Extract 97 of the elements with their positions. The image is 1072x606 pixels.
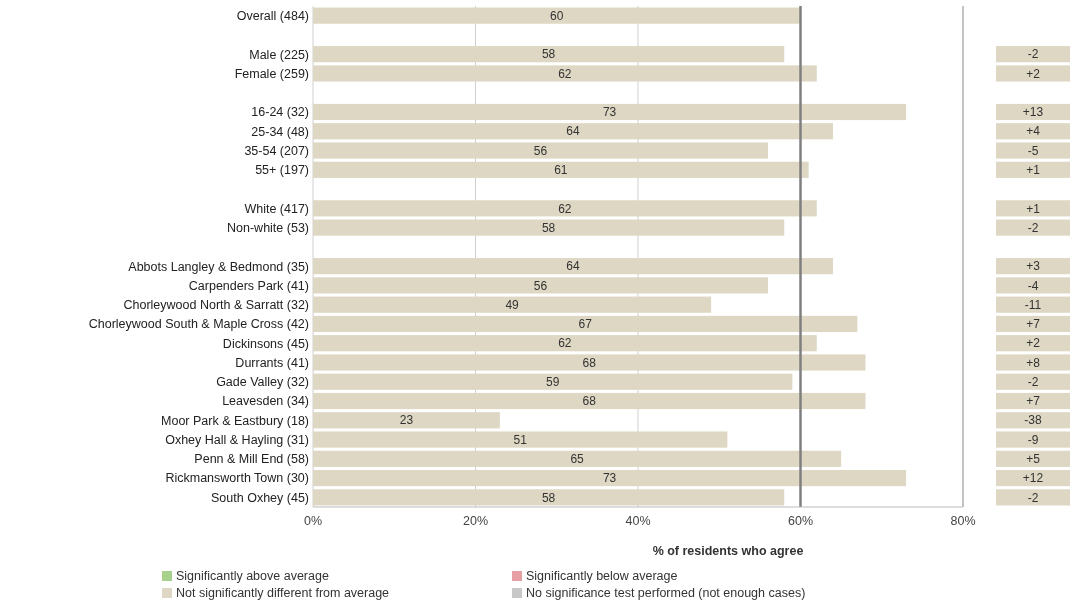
bar <box>313 103 907 121</box>
data-label: 62 <box>558 66 572 81</box>
bar <box>313 46 785 63</box>
data-label: 60 <box>550 8 564 23</box>
y-tick-label: Carpenders Park (41) <box>188 278 309 293</box>
x-tick-label: 20% <box>462 514 489 529</box>
y-tick-label: Gade Valley (32) <box>216 375 309 390</box>
y-tick-label: Moor Park & Eastbury (18) <box>161 413 309 428</box>
text: -2 <box>1027 490 1039 505</box>
y-tick-label: Overall (484) <box>236 9 309 24</box>
y-tick-label: White (417) <box>244 201 309 216</box>
bar <box>313 354 866 371</box>
y-tick-label: Male (225) <box>249 47 309 62</box>
y-tick-label: 35-54 (207) <box>244 143 309 158</box>
text: -38 <box>1024 413 1042 428</box>
y-tick-label: Durrants (41) <box>235 355 309 370</box>
bar <box>313 142 768 159</box>
data-label: 58 <box>541 490 556 505</box>
text: -2 <box>1027 220 1039 235</box>
y-tick-label: Dickinsons (45) <box>222 336 309 351</box>
legend-label: Significantly below average <box>526 569 678 584</box>
text: -9 <box>1027 432 1039 447</box>
data-label: 58 <box>541 220 556 235</box>
text: -2 <box>1027 374 1039 389</box>
data-label: 56 <box>533 278 548 293</box>
data-label: 73 <box>602 105 617 120</box>
text: +7 <box>1026 317 1041 332</box>
bar <box>313 489 785 506</box>
data-label: 61 <box>554 162 568 177</box>
x-tick-label: 40% <box>625 514 651 529</box>
y-tick-label: Chorleywood South & Maple Cross (42) <box>88 317 309 332</box>
text: +13 <box>1022 105 1044 120</box>
text: +1 <box>1026 201 1041 216</box>
text: -4 <box>1027 278 1039 293</box>
data-label: 64 <box>566 259 580 274</box>
text: -2 <box>1027 47 1039 62</box>
y-tick-label: Chorleywood North & Sarratt (32) <box>123 298 309 313</box>
legend-label: No significance test performed (not enough cases) <box>526 586 806 601</box>
text: +8 <box>1026 355 1041 370</box>
y-tick-label: Penn & Mill End (58) <box>194 452 309 467</box>
bar <box>313 335 817 352</box>
y-tick-label: Leavesden (34) <box>222 394 309 409</box>
x-tick-label: 80% <box>950 514 976 529</box>
text: +5 <box>1026 452 1041 467</box>
x-tick-label: 60% <box>787 514 814 529</box>
text: -11 <box>1024 297 1042 312</box>
bar <box>313 7 801 24</box>
bar <box>313 431 728 448</box>
x-tick-label: 0% <box>303 514 323 529</box>
y-tick-label: Oxhey Hall & Hayling (31) <box>165 432 309 447</box>
data-label: 58 <box>541 47 556 62</box>
data-label: 68 <box>582 394 597 409</box>
bar <box>313 392 866 410</box>
bar <box>313 219 785 236</box>
data-label: 51 <box>513 432 528 447</box>
data-label: 65 <box>570 452 585 467</box>
text: +2 <box>1026 336 1041 351</box>
y-tick-label: 55+ (197) <box>255 163 309 178</box>
bar <box>313 296 712 313</box>
bar <box>313 161 809 178</box>
x-axis-title: % of residents who agree <box>652 544 804 559</box>
data-label: 59 <box>546 374 560 389</box>
legend-label: Significantly above average <box>176 569 329 584</box>
y-tick-label: Rickmansworth Town (30) <box>165 471 309 486</box>
bar <box>313 412 500 429</box>
y-tick-label: Abbots Langley & Bedmond (35) <box>128 259 309 274</box>
text: +4 <box>1026 124 1041 139</box>
y-tick-label: Non-white (53) <box>227 220 309 235</box>
text: +7 <box>1026 394 1041 409</box>
y-tick-label: 16-24 (32) <box>251 105 309 120</box>
data-label: 62 <box>558 201 572 216</box>
bar <box>313 65 817 82</box>
bar <box>313 450 842 467</box>
text: +1 <box>1026 162 1041 177</box>
data-label: 62 <box>558 336 572 351</box>
bar <box>313 123 833 140</box>
bar <box>313 315 858 333</box>
data-label: 64 <box>566 124 580 139</box>
y-tick-label: Female (259) <box>234 66 309 81</box>
text: +2 <box>1026 66 1041 81</box>
data-label: 73 <box>602 471 617 486</box>
text: +3 <box>1026 259 1041 274</box>
bar <box>313 373 793 390</box>
data-label: 56 <box>533 143 548 158</box>
legend-label: Not significantly different from average <box>176 586 390 601</box>
bar <box>313 470 907 487</box>
text: -5 <box>1027 143 1039 158</box>
bar <box>313 200 817 217</box>
bar <box>313 277 768 294</box>
data-label: 49 <box>505 297 520 312</box>
y-tick-label: 25-34 (48) <box>251 124 309 139</box>
data-label: 23 <box>399 413 414 428</box>
y-tick-label: South Oxhey (45) <box>211 490 309 505</box>
text: +12 <box>1022 471 1044 486</box>
data-label: 67 <box>578 317 593 332</box>
data-label: 68 <box>582 355 597 370</box>
bar <box>313 258 833 275</box>
